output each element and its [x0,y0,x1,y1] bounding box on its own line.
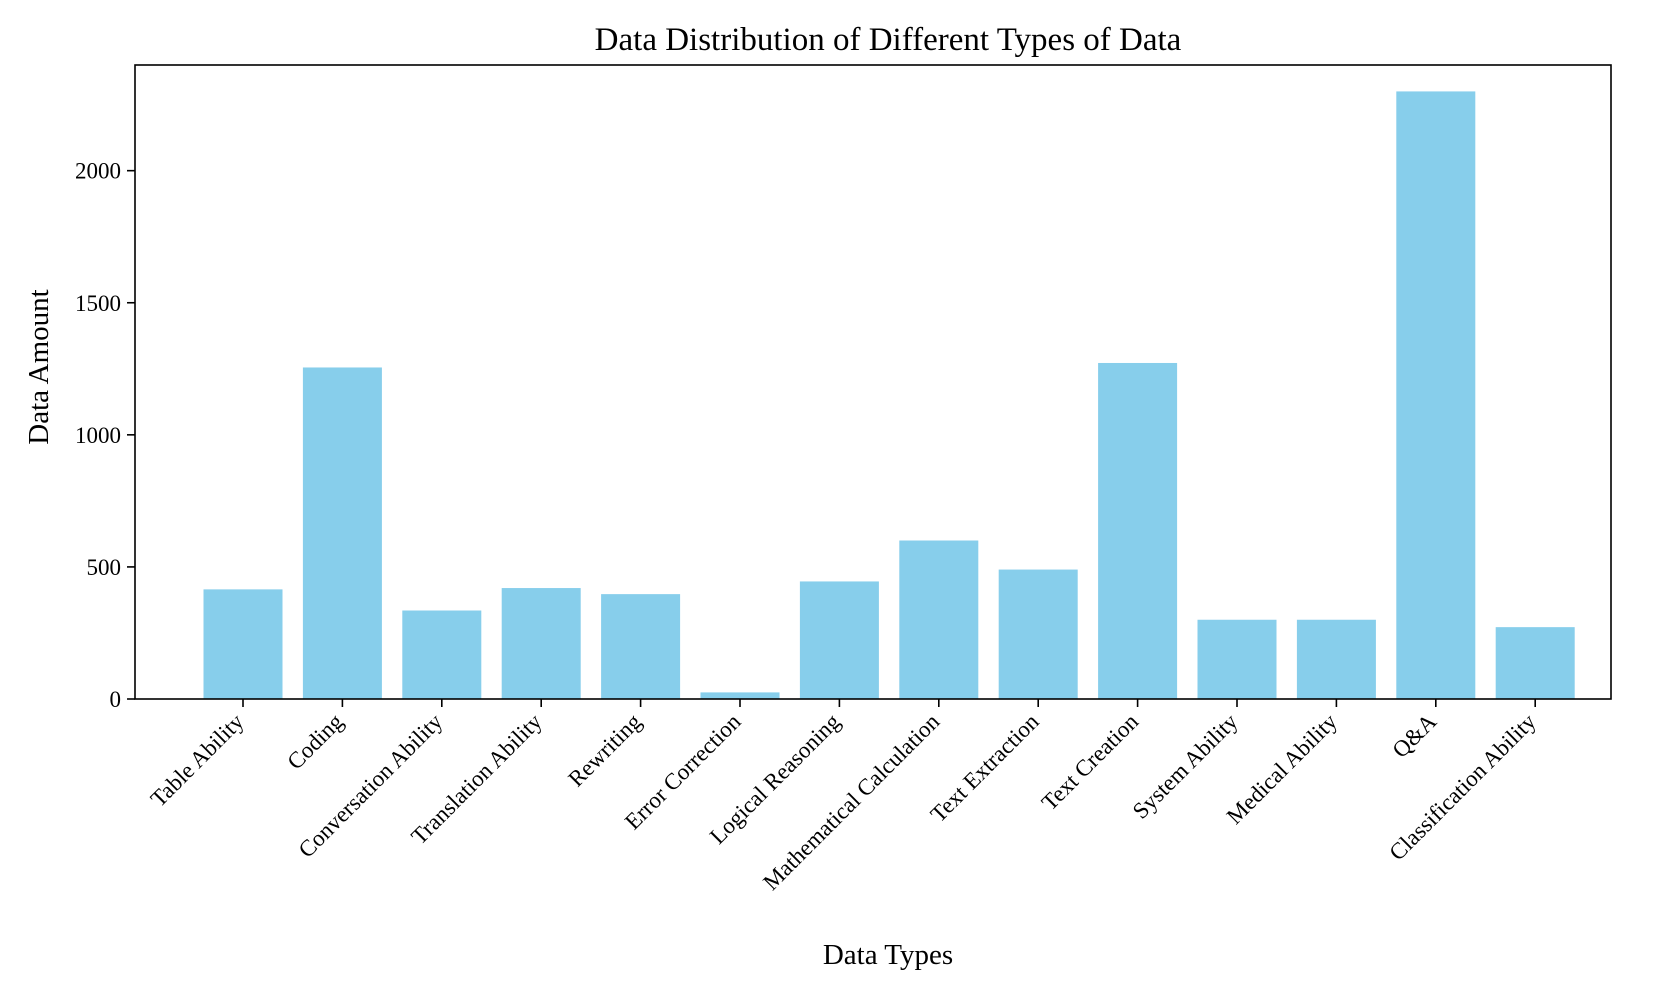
y-tick-label: 1000 [75,423,121,448]
bar-table-ability [203,589,283,699]
bar-logical-reasoning [799,581,879,699]
x-tick-label: Coding [282,709,348,775]
bar-translation-ability [501,588,581,699]
y-tick-label: 0 [110,687,122,712]
bar-error-correction [700,692,780,699]
bars [203,91,1575,699]
bar-medical-ability [1296,619,1376,699]
chart-title: Data Distribution of Different Types of … [595,22,1182,58]
bar-q-a [1396,91,1476,699]
bar-classification-ability [1495,627,1575,699]
y-tick-label: 500 [87,555,122,580]
x-tick-label: Rewriting [563,709,646,792]
bar-mathematical-calculation [899,540,979,699]
x-tick-label: Text Creation [1037,709,1144,816]
y-tick-label: 2000 [75,159,121,184]
x-tick-label: Table Ability [146,709,249,812]
bar-text-creation [1098,362,1178,699]
y-tick-label: 1500 [75,291,121,316]
bar-coding [302,367,382,699]
y-axis-label: Data Amount [23,289,55,444]
x-tick-label: Mathematical Calculation [758,709,944,895]
bar-conversation-ability [402,610,482,699]
bar-system-ability [1197,619,1277,699]
plot-area-frame [134,64,1612,700]
x-axis-label: Data Types [823,939,953,971]
bar-rewriting [601,594,681,699]
x-tick-label: Q&A [1388,709,1442,763]
bar-text-extraction [998,569,1078,699]
y-axis-ticks: 0 500 1000 1500 2000 [75,159,135,712]
